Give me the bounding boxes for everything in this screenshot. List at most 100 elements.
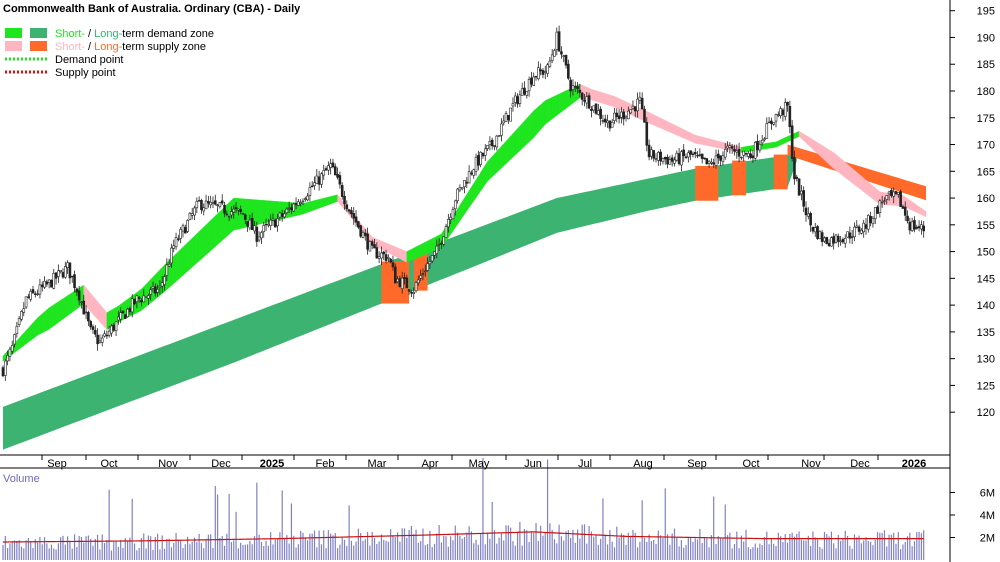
candle-body <box>216 204 219 207</box>
candle-body <box>608 120 612 129</box>
candle-body <box>811 226 815 232</box>
short-term-supply-zone <box>692 133 696 144</box>
candle-body <box>77 290 81 301</box>
candle-body <box>483 148 487 156</box>
candle-body <box>523 87 526 95</box>
candle-body <box>350 210 353 215</box>
candle-body <box>230 211 233 216</box>
short-term-demand-zone <box>505 138 509 165</box>
candle-body <box>336 174 339 178</box>
candle-body <box>68 262 72 279</box>
candle-body <box>340 185 344 197</box>
short-term-supply-zone <box>826 147 830 165</box>
candle-body <box>834 234 838 243</box>
candle-body <box>57 270 60 277</box>
short-term-demand-zone <box>305 201 308 214</box>
short-term-demand-zone <box>411 247 414 261</box>
short-term-demand-zone <box>189 237 193 270</box>
candle-body <box>218 202 222 208</box>
candle-body <box>728 145 732 148</box>
candle-body <box>417 279 420 284</box>
short-term-supply-zone <box>695 134 698 144</box>
candle-body <box>301 200 305 203</box>
candle-body <box>557 31 561 52</box>
candle-body <box>177 238 180 241</box>
short-term-supply-zone <box>810 137 814 150</box>
candle-body <box>250 218 254 230</box>
short-term-supply-zone <box>835 154 839 173</box>
candle-body <box>661 158 665 163</box>
candle-body <box>398 278 402 287</box>
candle-body <box>167 263 171 267</box>
short-term-supply-zone <box>831 150 834 170</box>
candle-body <box>534 75 538 78</box>
candle-body <box>128 308 132 312</box>
short-term-supply-zone <box>803 133 807 144</box>
candle-body <box>331 162 335 168</box>
short-term-supply-zone <box>653 114 657 127</box>
candle-body <box>4 360 7 376</box>
candle-body <box>410 292 413 294</box>
candle-body <box>502 120 506 124</box>
short-term-supply-zone <box>658 116 661 129</box>
candle-body <box>493 145 496 147</box>
candle-body <box>615 112 619 117</box>
candle-body <box>751 155 755 159</box>
short-term-demand-zone <box>194 233 198 266</box>
price-tick-label: 125 <box>977 380 995 392</box>
x-tick-label: Dec <box>211 458 231 470</box>
candle-body <box>366 233 369 250</box>
short-term-demand-zone <box>332 195 336 204</box>
short-term-supply-zone <box>713 139 717 148</box>
candle-body <box>707 160 711 165</box>
short-term-supply-zone <box>805 135 809 146</box>
short-term-demand-zone <box>535 106 539 136</box>
candle-body <box>629 109 632 114</box>
x-tick-label: Sep <box>47 458 67 470</box>
price-tick-label: 175 <box>977 113 995 125</box>
x-tick-label: Nov <box>158 458 178 470</box>
legend-swatch <box>30 41 47 51</box>
short-term-supply-zone <box>819 143 823 159</box>
candle-body <box>64 266 67 278</box>
short-term-demand-zone <box>42 311 45 334</box>
candle-body <box>878 200 882 213</box>
candle-body <box>121 310 125 314</box>
short-term-supply-zone <box>872 185 876 202</box>
candle-body <box>253 225 256 232</box>
candle-body <box>262 225 266 233</box>
candle-body <box>40 284 44 288</box>
candle-body <box>290 207 293 210</box>
candle-body <box>569 79 572 92</box>
short-term-supply-zone <box>858 173 862 191</box>
candle-body <box>414 282 418 292</box>
candle-body <box>299 202 302 204</box>
candle-body <box>892 191 895 197</box>
short-term-supply-zone <box>833 152 837 171</box>
price-tick-label: 130 <box>977 354 995 366</box>
short-term-supply-zone <box>591 88 594 101</box>
candle-body <box>179 229 182 239</box>
candle-body <box>297 201 300 206</box>
short-term-demand-zone <box>785 136 788 144</box>
short-term-demand-zone <box>515 128 518 156</box>
short-term-demand-zone <box>35 317 38 338</box>
short-term-supply-zone <box>870 183 874 200</box>
candle-body <box>779 108 782 116</box>
candle-body <box>770 120 773 124</box>
short-term-demand-zone <box>556 93 560 116</box>
candle-body <box>915 226 919 229</box>
candle-body <box>352 213 356 219</box>
candle-body <box>897 192 900 195</box>
candle-body <box>477 155 480 166</box>
short-term-supply-zone <box>688 131 691 142</box>
short-term-demand-zone <box>55 301 59 325</box>
candle-body <box>209 201 212 206</box>
candle-body <box>465 181 469 184</box>
candle-body <box>680 151 683 166</box>
candle-body <box>423 270 427 273</box>
candle-body <box>862 222 865 233</box>
candle-body <box>426 263 429 271</box>
short-term-demand-zone <box>512 130 516 158</box>
short-term-demand-zone <box>217 210 221 245</box>
